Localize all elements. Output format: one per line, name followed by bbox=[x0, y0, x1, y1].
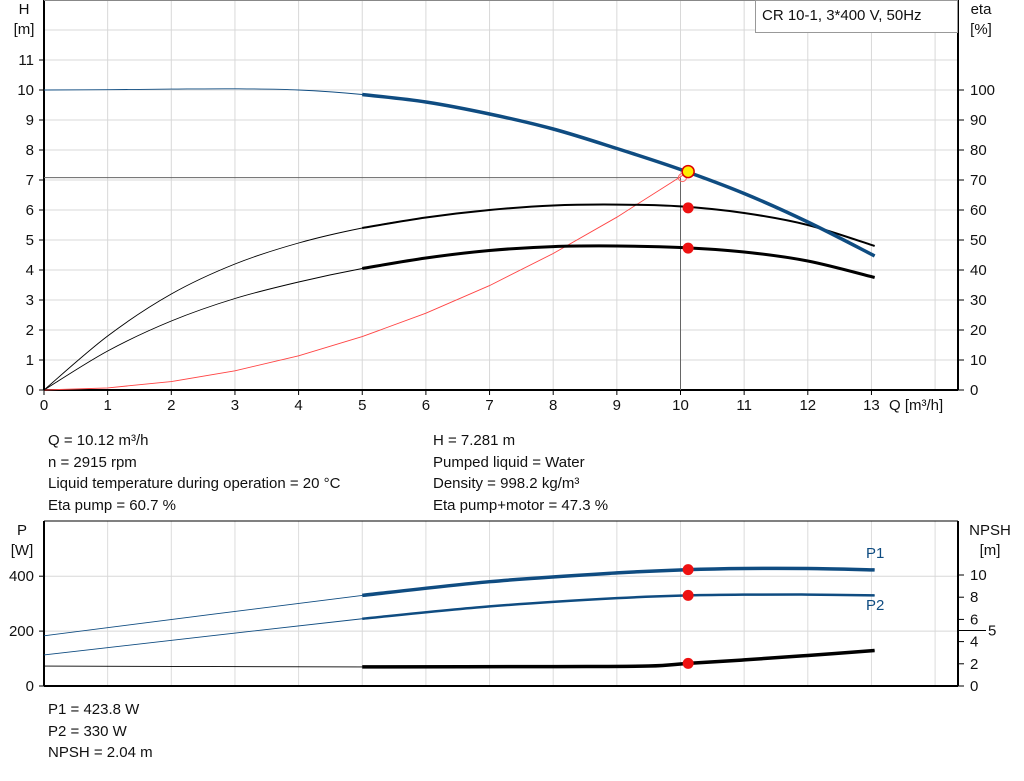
y2-tick-label: 30 bbox=[970, 292, 987, 309]
npsh-tick-label: 4 bbox=[970, 634, 978, 651]
x-axis-label: Q [m³/h] bbox=[889, 397, 943, 414]
x-tick-label: 3 bbox=[231, 397, 239, 414]
y-tick-label: 0 bbox=[26, 382, 34, 399]
npsh-tick-label: 5 bbox=[988, 623, 996, 640]
x-tick-label: 1 bbox=[103, 397, 111, 414]
p-tick-label: 200 bbox=[9, 623, 34, 640]
p2-curve bbox=[362, 593, 875, 620]
info-n: n = 2915 rpm bbox=[48, 453, 137, 471]
y-tick-label: 7 bbox=[26, 172, 34, 189]
p-axis-label: P bbox=[17, 522, 27, 539]
y-tick-label: 1 bbox=[26, 352, 34, 369]
x-tick-label: 0 bbox=[40, 397, 48, 414]
p1-point bbox=[682, 564, 694, 576]
eta-total-point bbox=[682, 242, 694, 254]
info-density: Density = 998.2 kg/m³ bbox=[433, 475, 580, 492]
x-tick-label: 6 bbox=[422, 397, 430, 414]
eta-total-curve-thin bbox=[43, 245, 875, 391]
npsh-tick-label: 8 bbox=[970, 589, 978, 606]
p2-point bbox=[682, 589, 694, 601]
y-tick-label: 9 bbox=[26, 112, 34, 129]
chart-title: CR 10-1, 3*400 V, 50Hz bbox=[762, 7, 922, 24]
p-tick-label: 0 bbox=[26, 678, 34, 695]
info-top-right: H = 7.281 m Pumped liquid = Water Densit… bbox=[433, 430, 608, 516]
info-eta-pump: Eta pump = 60.7 % bbox=[48, 496, 176, 514]
y-tick-label: 8 bbox=[26, 142, 34, 159]
info-p1: P1 = 423.8 W bbox=[48, 701, 140, 718]
title-box bbox=[755, 0, 958, 33]
y2-tick-label: 10 bbox=[970, 352, 987, 369]
x-tick-label: 13 bbox=[863, 397, 880, 414]
y2-tick-label: 90 bbox=[970, 112, 987, 129]
head-curve-thin bbox=[43, 88, 875, 257]
npsh-axis-label: NPSH bbox=[969, 522, 1011, 539]
y-tick-label: 2 bbox=[26, 322, 34, 339]
npsh-point bbox=[682, 657, 694, 669]
p-axis-unit: [W] bbox=[11, 542, 34, 559]
y-tick-label: 11 bbox=[18, 52, 34, 69]
p-tick-label: 400 bbox=[9, 568, 34, 585]
eta-pump-point bbox=[682, 202, 694, 214]
info-eta-total: Eta pump+motor = 47.3 % bbox=[433, 496, 609, 514]
x-tick-label: 4 bbox=[294, 397, 302, 414]
y-tick-label: 4 bbox=[26, 262, 34, 279]
eta-total-curve bbox=[362, 244, 875, 279]
p1-series-label: P1 bbox=[866, 545, 884, 562]
y2-axis-label: eta bbox=[971, 1, 993, 18]
head-curve bbox=[362, 92, 876, 258]
x-tick-label: 10 bbox=[672, 397, 689, 414]
system-curve bbox=[43, 171, 689, 391]
x-tick-label: 5 bbox=[358, 397, 366, 414]
y-axis-label: H bbox=[19, 1, 30, 18]
y2-tick-label: 50 bbox=[970, 232, 987, 249]
info-top-left: Q = 10.12 m³/h n = 2915 rpm Liquid tempe… bbox=[48, 430, 340, 516]
eta-pump-curve-thin bbox=[43, 204, 875, 391]
npsh-axis-unit: [m] bbox=[980, 542, 1001, 559]
y2-tick-label: 70 bbox=[970, 172, 987, 189]
y2-axis-unit: [%] bbox=[970, 21, 992, 38]
info-h: H = 7.281 m bbox=[433, 432, 516, 449]
npsh-curve bbox=[362, 648, 875, 669]
p1-curve bbox=[362, 566, 875, 598]
y2-tick-label: 100 bbox=[970, 82, 995, 99]
npsh-tick-label: 6 bbox=[970, 611, 978, 628]
eta-pump-curve bbox=[362, 203, 875, 247]
info-liquid: Pumped liquid = Water bbox=[433, 453, 585, 471]
y-tick-label: 3 bbox=[26, 292, 34, 309]
p2-curve-thin bbox=[43, 594, 875, 656]
x-tick-label: 8 bbox=[549, 397, 557, 414]
y2-tick-label: 80 bbox=[970, 142, 987, 159]
y-tick-label: 10 bbox=[17, 82, 34, 99]
info-npsh: NPSH = 2.04 m bbox=[48, 744, 153, 761]
info-q: Q = 10.12 m³/h bbox=[48, 432, 149, 449]
p2-series-label: P2 bbox=[866, 597, 884, 614]
x-tick-label: 9 bbox=[613, 397, 621, 414]
info-p2: P2 = 330 W bbox=[48, 722, 127, 740]
y2-tick-label: 0 bbox=[970, 382, 978, 399]
info-bottom: P1 = 423.8 W P2 = 330 W NPSH = 2.04 m bbox=[48, 699, 153, 764]
y-tick-label: 6 bbox=[26, 202, 34, 219]
x-tick-label: 7 bbox=[485, 397, 493, 414]
y2-tick-label: 60 bbox=[970, 202, 987, 219]
y-axis-unit: [m] bbox=[14, 21, 35, 38]
y2-tick-label: 20 bbox=[970, 322, 987, 339]
x-tick-label: 12 bbox=[799, 397, 816, 414]
npsh-tick-label: 2 bbox=[970, 656, 978, 673]
npsh-tick-label: 10 bbox=[970, 567, 987, 584]
y-tick-label: 5 bbox=[26, 232, 34, 249]
duty-point bbox=[681, 164, 695, 179]
p1-curve-thin bbox=[43, 567, 875, 637]
x-tick-label: 2 bbox=[167, 397, 175, 414]
x-tick-label: 11 bbox=[736, 397, 752, 414]
info-temp: Liquid temperature during operation = 20… bbox=[48, 475, 341, 492]
npsh-tick-label: 0 bbox=[970, 678, 978, 695]
y2-tick-label: 40 bbox=[970, 262, 987, 279]
